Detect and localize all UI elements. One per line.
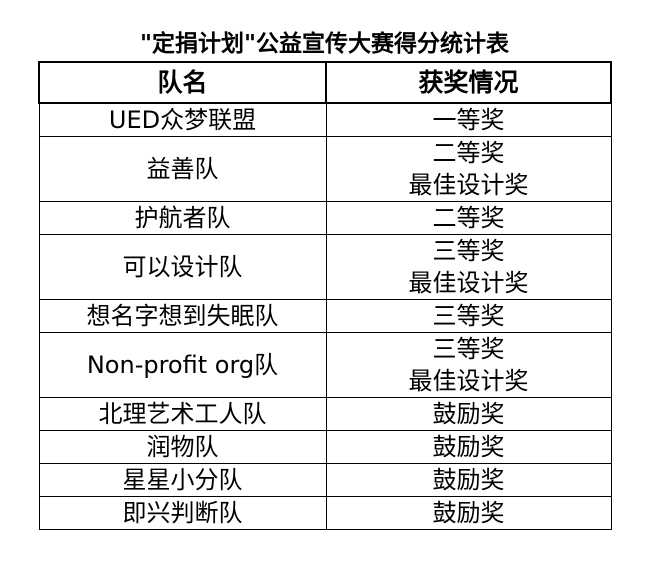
table-row: 益善队 二等奖 最佳设计奖 (38, 136, 612, 202)
award-label: 鼓励奖 (432, 433, 505, 461)
award-label: 三等奖 (432, 237, 505, 265)
award-label: 鼓励奖 (432, 499, 505, 527)
table-row: 即兴判断队 鼓励奖 (38, 496, 612, 530)
awards-cell: 鼓励奖 (325, 463, 612, 497)
award-label: 鼓励奖 (432, 466, 505, 494)
award-label: 三等奖 (432, 302, 505, 330)
awards-cell: 二等奖 最佳设计奖 (325, 136, 612, 202)
award-table: 队名 获奖情况 UED众梦联盟 一等奖 益善队 二等奖 最佳设计奖 护航者队 二等奖 可以设计… (38, 61, 612, 530)
awards-cell: 鼓励奖 (325, 397, 612, 431)
award-label: 三等奖 (432, 335, 505, 363)
table-row: 护航者队 二等奖 (38, 201, 612, 235)
award-label: 最佳设计奖 (408, 367, 529, 395)
table-row: 星星小分队 鼓励奖 (38, 463, 612, 497)
team-name-cell: Non-profit org队 (38, 332, 327, 398)
awards-cell: 鼓励奖 (325, 430, 612, 464)
table-row: Non-profit org队 三等奖 最佳设计奖 (38, 332, 612, 398)
team-name-cell: 益善队 (38, 136, 327, 202)
award-label: 最佳设计奖 (408, 269, 529, 297)
awards-cell: 一等奖 (325, 102, 612, 137)
awards-cell: 二等奖 (325, 201, 612, 235)
team-name-cell: UED众梦联盟 (38, 102, 327, 137)
award-label: 二等奖 (432, 204, 505, 232)
team-name-cell: 星星小分队 (38, 463, 327, 497)
award-label: 鼓励奖 (432, 400, 505, 428)
header-team: 队名 (38, 61, 327, 104)
awards-cell: 三等奖 (325, 299, 612, 333)
team-name-cell: 想名字想到失眠队 (38, 299, 327, 333)
table-row: 想名字想到失眠队 三等奖 (38, 299, 612, 333)
award-label: 二等奖 (432, 139, 505, 167)
table-row: 可以设计队 三等奖 最佳设计奖 (38, 234, 612, 300)
team-name-cell: 北理艺术工人队 (38, 397, 327, 431)
awards-cell: 三等奖 最佳设计奖 (325, 332, 612, 398)
team-name-cell: 即兴判断队 (38, 496, 327, 530)
award-label: 一等奖 (432, 106, 505, 134)
awards-cell: 鼓励奖 (325, 496, 612, 530)
header-row: 队名 获奖情况 (38, 61, 612, 104)
header-awards: 获奖情况 (325, 61, 612, 104)
awards-cell: 三等奖 最佳设计奖 (325, 234, 612, 300)
table-row: 北理艺术工人队 鼓励奖 (38, 397, 612, 431)
team-name-cell: 护航者队 (38, 201, 327, 235)
table-row: 润物队 鼓励奖 (38, 430, 612, 464)
team-name-cell: 润物队 (38, 430, 327, 464)
table-row: UED众梦联盟 一等奖 (38, 102, 612, 137)
team-name-cell: 可以设计队 (38, 234, 327, 300)
table-title: "定捐计划"公益宣传大赛得分统计表 (140, 31, 509, 57)
award-label: 最佳设计奖 (408, 171, 529, 199)
